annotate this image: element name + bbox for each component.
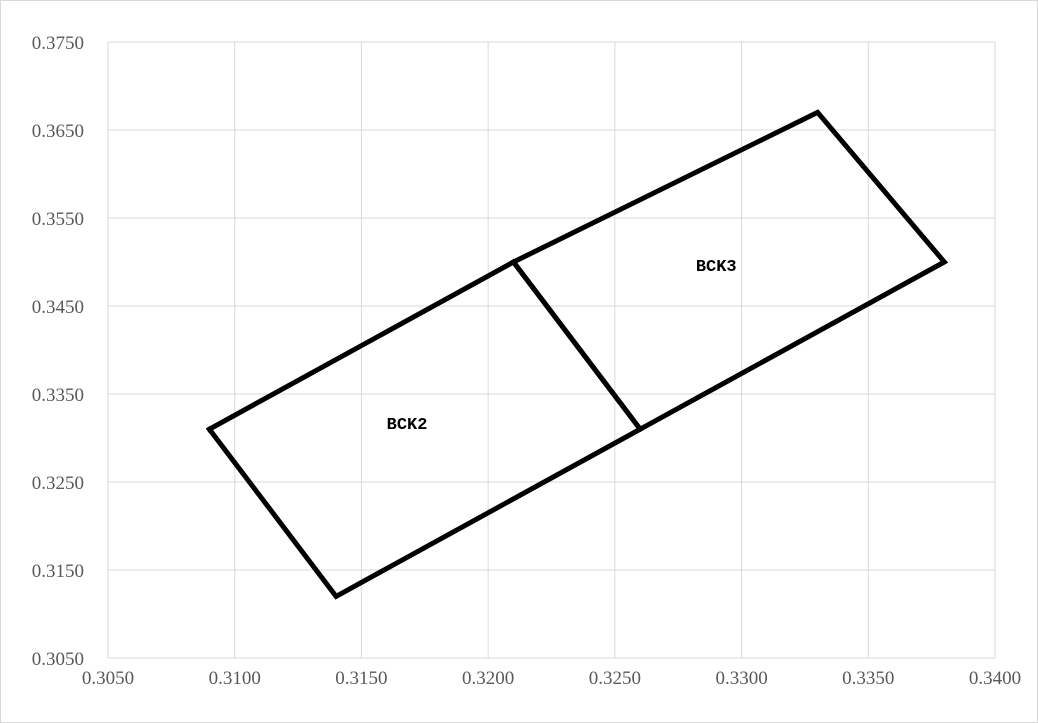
x-tick-label: 0.3350 (842, 668, 894, 689)
y-tick-label: 0.3650 (32, 121, 84, 142)
axis-layer: 0.3050 0.3100 0.3150 0.3200 0.3250 0.3300 0.33… (32, 33, 1021, 689)
y-tick-label: 0.3050 (32, 649, 84, 670)
series-line-2 (509, 109, 949, 433)
x-tick-label: 0.3150 (335, 668, 387, 689)
annotation-bck3: BCK3 (696, 258, 737, 277)
annotation-bck2: BCK2 (387, 416, 428, 435)
y-tick-label: 0.3750 (32, 33, 84, 54)
y-tick-label: 0.3450 (32, 297, 84, 318)
x-tick-label: 0.3050 (82, 668, 134, 689)
y-tick-label: 0.3250 (32, 473, 84, 494)
y-tick-label: 0.3150 (32, 561, 84, 582)
label-layer: BCK2 BCK3 (387, 258, 737, 435)
y-tick-label: 0.3550 (32, 209, 84, 230)
x-tick-label: 0.3400 (969, 668, 1021, 689)
x-tick-label: 0.3250 (589, 668, 641, 689)
x-tick-label: 0.3300 (715, 668, 767, 689)
x-tick-label: 0.3100 (209, 668, 261, 689)
x-tick-label: 0.3200 (462, 668, 514, 689)
y-tick-label: 0.3350 (32, 385, 84, 406)
series-layer (205, 109, 949, 600)
grid-layer (107, 41, 996, 659)
